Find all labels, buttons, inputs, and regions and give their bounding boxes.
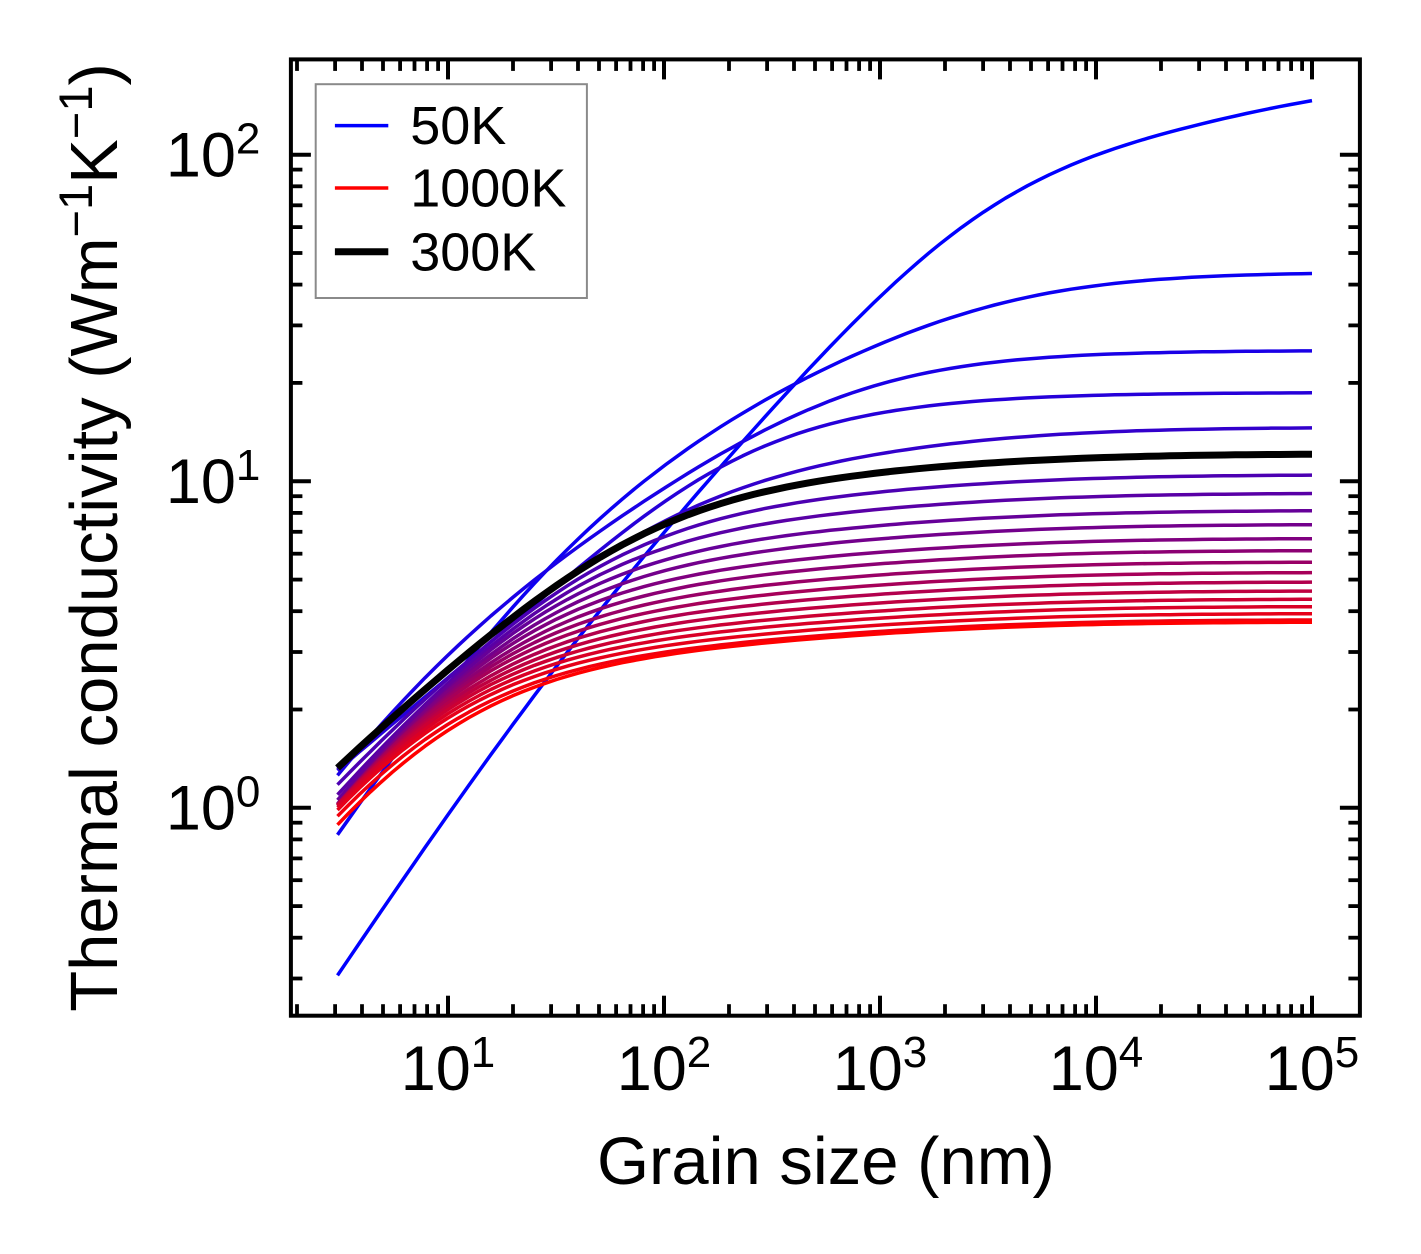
svg-text:101: 101 bbox=[401, 1028, 496, 1104]
svg-text:300K: 300K bbox=[410, 222, 536, 282]
svg-text:103: 103 bbox=[833, 1028, 928, 1104]
svg-text:50K: 50K bbox=[410, 96, 506, 156]
svg-text:1000K: 1000K bbox=[410, 159, 566, 219]
svg-text:Grain size (nm): Grain size (nm) bbox=[597, 1124, 1055, 1199]
